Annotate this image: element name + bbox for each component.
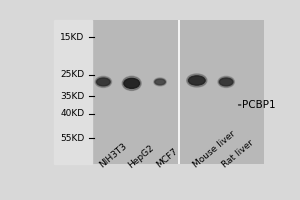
- Text: 25KD: 25KD: [60, 70, 85, 79]
- Ellipse shape: [95, 76, 112, 87]
- Ellipse shape: [187, 74, 207, 87]
- Text: PCBP1: PCBP1: [242, 100, 276, 110]
- Text: Rat liver: Rat liver: [220, 138, 255, 170]
- Text: 35KD: 35KD: [60, 92, 85, 101]
- Ellipse shape: [97, 78, 110, 86]
- Bar: [54, 20, 92, 164]
- Text: Mouse liver: Mouse liver: [191, 129, 237, 170]
- Text: 15KD: 15KD: [60, 33, 85, 42]
- Ellipse shape: [219, 78, 233, 86]
- Ellipse shape: [122, 76, 141, 90]
- Ellipse shape: [218, 76, 234, 87]
- Text: HepG2: HepG2: [126, 143, 155, 170]
- Text: NIH3T3: NIH3T3: [98, 142, 129, 170]
- Text: MCF7: MCF7: [154, 147, 179, 170]
- Ellipse shape: [188, 76, 205, 85]
- Text: 55KD: 55KD: [60, 134, 85, 143]
- Ellipse shape: [154, 78, 166, 86]
- Text: 40KD: 40KD: [60, 109, 85, 118]
- Ellipse shape: [155, 79, 165, 85]
- Ellipse shape: [124, 78, 140, 88]
